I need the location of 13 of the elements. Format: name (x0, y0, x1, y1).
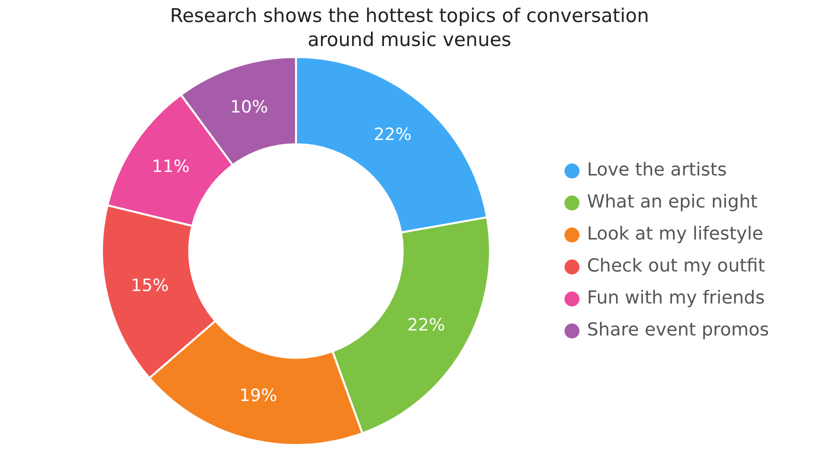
data-label: 22% (374, 125, 412, 146)
chart-title: Research shows the hottest topics of conversation around music venues (170, 4, 650, 53)
legend-label: Check out my outfit (586, 256, 766, 277)
legend-label: Fun with my friends (586, 288, 765, 309)
legend-label: Share event promos (586, 320, 770, 341)
legend-label: What an epic night (586, 192, 758, 213)
data-label: 15% (130, 276, 169, 296)
data-label: 11% (152, 157, 190, 178)
data-label: 19% (239, 386, 278, 406)
data-label: 10% (230, 98, 268, 118)
legend-label: Look at my lifestyle (586, 224, 764, 245)
data-label: 22% (407, 316, 446, 336)
legend-label: Love the artists (586, 160, 727, 181)
